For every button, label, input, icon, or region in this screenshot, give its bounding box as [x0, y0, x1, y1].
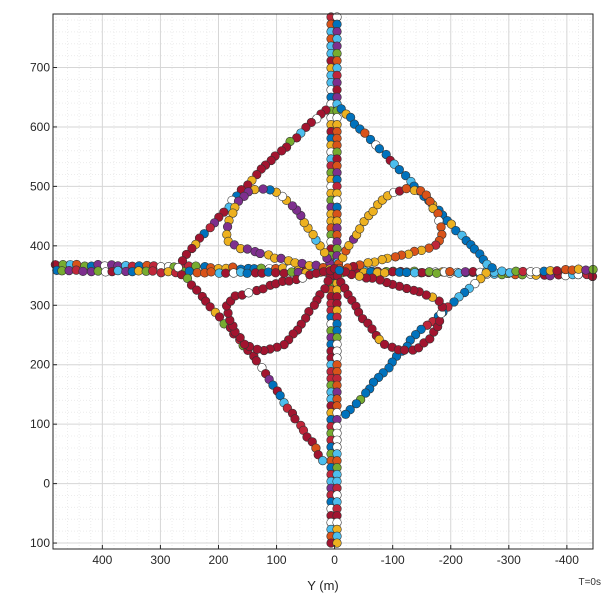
vehicle-marker — [481, 268, 491, 278]
vehicle-marker — [309, 300, 319, 310]
vehicle-marker — [187, 243, 197, 254]
vehicle-marker — [275, 390, 285, 401]
y-tick-label: 500 — [30, 179, 50, 193]
x-tick-label: -300 — [497, 553, 521, 567]
time-label: T=0s — [578, 577, 601, 588]
vehicle-marker — [242, 244, 252, 254]
vehicle-marker — [205, 223, 215, 233]
vehicle-marker — [78, 266, 88, 276]
axes-frame — [52, 13, 594, 550]
vehicle-marker — [552, 266, 562, 276]
vehicle-marker — [148, 266, 158, 276]
vehicle-marker — [228, 208, 238, 218]
x-tick-label: 400 — [92, 553, 112, 567]
vehicle-marker — [318, 456, 328, 466]
vehicle-marker — [351, 399, 361, 409]
y-tick-label: 700 — [30, 61, 50, 75]
vehicle-marker — [518, 266, 528, 277]
vehicle-marker — [445, 266, 455, 277]
vehicle-marker — [460, 267, 470, 277]
vehicle-marker — [367, 324, 377, 334]
vehicle-marker — [177, 256, 188, 266]
y-tick-label: 300 — [30, 298, 50, 312]
x-tick-label: 200 — [208, 553, 228, 567]
x-tick-label: 100 — [267, 553, 287, 567]
vehicle-marker — [277, 146, 287, 156]
vehicle-marker — [334, 265, 344, 275]
vehicle-marker — [410, 268, 420, 278]
vehicle-marker — [279, 268, 289, 278]
vehicle-marker — [374, 144, 384, 154]
vehicle-marker — [244, 288, 254, 298]
x-axis-label: Y (m) — [307, 578, 339, 593]
vehicle-marker — [113, 266, 123, 276]
vehicle-marker — [375, 275, 385, 285]
vehicle-marker — [401, 184, 412, 194]
vehicle-marker — [192, 285, 202, 295]
vehicle-marker — [355, 224, 365, 234]
vehicle-marker — [360, 128, 370, 138]
vehicle-marker — [319, 247, 330, 258]
y-tick-label: 100 — [30, 536, 50, 550]
vehicle-marker — [435, 316, 445, 326]
vehicle-marker — [214, 312, 225, 322]
vehicle-marker — [436, 222, 446, 232]
vehicle-marker — [401, 267, 412, 278]
vehicle-marker — [182, 273, 193, 284]
y-tick-label: 200 — [30, 358, 50, 372]
vehicle-marker — [354, 271, 364, 281]
vehicle-marker — [252, 344, 262, 354]
vehicle-marker — [394, 165, 404, 175]
y-tick-label: 0 — [43, 477, 50, 491]
vehicle-marker — [332, 538, 342, 548]
vehicle-marker — [434, 296, 444, 306]
vehicle-marker — [255, 248, 265, 259]
vehicle-marker — [206, 267, 216, 277]
vehicle-marker — [368, 206, 378, 216]
x-tick-label: -400 — [555, 553, 579, 567]
vehicle-marker — [365, 134, 376, 145]
vehicle-marker — [221, 268, 231, 278]
vehicle-marker — [401, 171, 411, 181]
x-tick-label: 300 — [150, 553, 170, 567]
vehicle-marker — [222, 222, 233, 232]
vehicle-marker — [251, 356, 261, 366]
vehicle-marker — [242, 268, 252, 278]
vehicle-marker — [424, 267, 434, 277]
vehicle-marker — [290, 414, 300, 424]
vehicle-marker — [363, 258, 373, 268]
x-tick-label: -200 — [439, 553, 463, 567]
vehicle-marker — [487, 263, 497, 273]
vehicle-marker — [344, 240, 354, 251]
vehicle-marker — [308, 229, 318, 240]
vehicle-marker — [432, 268, 442, 278]
vehicle-marker — [163, 267, 173, 277]
x-tick-labels: 400 300 200 100 0 -100 -200 -300 -400 — [92, 545, 579, 567]
vehicle-marker — [497, 266, 507, 276]
vehicle-marker — [449, 297, 459, 307]
vehicle-marker — [425, 334, 435, 344]
x-tick-label: -100 — [381, 553, 405, 567]
y-tick-label: 400 — [30, 239, 50, 253]
vehicle-marker — [270, 268, 281, 278]
y-tick-label: 100 — [30, 417, 50, 431]
vehicle-marker — [451, 226, 461, 236]
vehicle-marker — [390, 252, 401, 262]
vehicle-marker — [361, 388, 371, 398]
vehicle-markers — [50, 12, 598, 548]
vehicle-marker — [411, 330, 421, 340]
vehicle-marker — [311, 268, 321, 278]
vehicle-marker — [258, 184, 268, 194]
vehicle-marker — [287, 201, 297, 211]
vehicle-marker — [446, 219, 456, 229]
vehicle-marker — [320, 284, 330, 294]
vehicle-marker — [341, 409, 351, 419]
vehicle-marker — [323, 276, 333, 286]
vehicle-marker — [239, 339, 250, 349]
x-tick-label: 0 — [331, 553, 338, 567]
y-tick-labels: 100 0 100 200 300 400 500 600 700 — [30, 61, 57, 550]
y-tick-label: 600 — [30, 120, 50, 134]
vehicle-marker — [399, 345, 410, 355]
